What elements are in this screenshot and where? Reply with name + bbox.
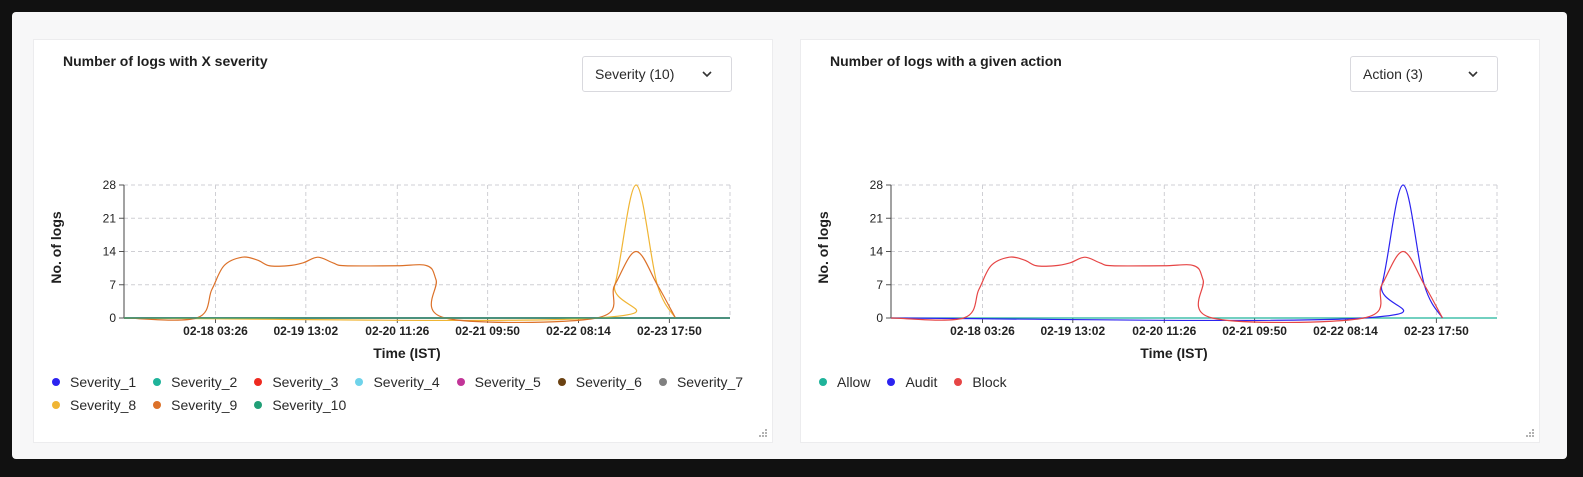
legend-marker-icon <box>819 378 827 386</box>
legend-label: Audit <box>905 374 938 390</box>
legend-item[interactable]: Severity_9 <box>153 397 237 413</box>
chart-legend: Severity_1 Severity_2 Severity_3 Severity_4… <box>52 374 762 413</box>
dropdown-label: Action (3) <box>1363 66 1423 82</box>
dashboard-frame: Number of logs with X severity Severity … <box>12 12 1567 459</box>
legend-marker-icon <box>153 378 162 386</box>
severity-chart-card: Number of logs with X severity Severity … <box>33 39 773 443</box>
x-tick-label: 02-23 17:50 <box>1404 324 1469 338</box>
legend-item[interactable]: Severity_10 <box>254 397 346 413</box>
legend-label: Severity_9 <box>171 397 238 413</box>
resize-handle-icon[interactable] <box>1525 428 1535 438</box>
card-title: Number of logs with a given action <box>830 53 1062 69</box>
series-line-severity-9[interactable] <box>123 250 676 324</box>
chevron-down-icon <box>1468 71 1478 78</box>
chevron-down-icon <box>702 71 712 78</box>
legend-item[interactable]: Severity_4 <box>355 374 440 390</box>
action-filter-dropdown[interactable]: Action (3) <box>1350 56 1498 92</box>
x-tick-label: 02-19 13:02 <box>1040 324 1105 338</box>
y-tick-label: 28 <box>870 178 884 192</box>
legend-marker-icon <box>52 378 60 386</box>
y-axis-label: No. of logs <box>48 211 64 284</box>
legend-label: Block <box>972 374 1007 390</box>
y-tick-label: 0 <box>876 311 883 325</box>
legend-label: Severity_2 <box>171 374 238 390</box>
legend-marker-icon <box>456 378 465 386</box>
y-tick-label: 28 <box>103 178 117 192</box>
x-tick-label: 02-21 09:50 <box>455 324 520 338</box>
legend-label: Severity_7 <box>676 374 744 390</box>
x-tick-label: 02-21 09:50 <box>1222 324 1287 338</box>
x-axis-label: Time (IST) <box>373 345 440 361</box>
legend-marker-icon <box>254 378 263 386</box>
legend-item[interactable]: Severity_6 <box>557 374 642 390</box>
legend-marker-icon <box>254 401 263 409</box>
legend-marker-icon <box>153 401 162 409</box>
legend-marker-icon <box>557 378 566 386</box>
legend-item[interactable]: Block <box>954 374 1007 390</box>
y-tick-label: 7 <box>109 278 116 292</box>
legend-label: Severity_8 <box>70 397 137 413</box>
legend-label: Severity_3 <box>272 374 339 390</box>
legend-marker-icon <box>954 378 963 386</box>
series-line-block[interactable] <box>890 250 1443 324</box>
x-tick-label: 02-22 08:14 <box>546 324 611 338</box>
legend-label: Allow <box>837 374 871 390</box>
legend-label: Severity_4 <box>373 374 440 390</box>
x-tick-label: 02-19 13:02 <box>273 324 338 338</box>
legend-marker-icon <box>658 378 667 386</box>
y-tick-label: 21 <box>870 211 884 225</box>
dropdown-label: Severity (10) <box>595 66 675 82</box>
series-line-audit[interactable] <box>890 184 1443 322</box>
resize-handle-icon[interactable] <box>758 428 768 438</box>
legend-label: Severity_5 <box>474 374 541 390</box>
legend-item[interactable]: Allow <box>819 374 870 390</box>
x-tick-label: 02-20 11:26 <box>1132 324 1196 338</box>
y-tick-label: 21 <box>103 211 117 225</box>
series-line-severity-8[interactable] <box>123 184 676 322</box>
x-tick-label: 02-18 03:26 <box>950 324 1015 338</box>
legend-label: Severity_1 <box>70 374 137 390</box>
legend-marker-icon <box>887 378 896 386</box>
x-axis-label: Time (IST) <box>1140 345 1207 361</box>
legend-item[interactable]: Severity_2 <box>153 374 237 390</box>
x-tick-label: 02-22 08:14 <box>1313 324 1378 338</box>
action-line-chart: 0 7 14 21 28 02-18 03:26 02-19 13:02 02-20 11:2… <box>815 178 1498 361</box>
legend-item[interactable]: Severity_7 <box>658 374 744 390</box>
x-tick-label: 02-20 11:26 <box>365 324 429 338</box>
legend-label: Severity_6 <box>575 374 642 390</box>
legend-item[interactable]: Severity_3 <box>254 374 338 390</box>
legend-marker-icon <box>355 378 364 386</box>
y-tick-label: 0 <box>109 311 116 325</box>
severity-line-chart: 0 7 14 21 28 02-18 03:26 02-19 13:02 02-20 11:2… <box>48 178 731 361</box>
x-tick-label: 02-23 17:50 <box>637 324 702 338</box>
legend-item[interactable]: Severity_5 <box>456 374 541 390</box>
severity-filter-dropdown[interactable]: Severity (10) <box>582 56 732 92</box>
legend-item[interactable]: Audit <box>887 374 937 390</box>
action-chart-card: Number of logs with a given action Actio… <box>800 39 1540 443</box>
legend-item[interactable]: Severity_8 <box>52 397 136 413</box>
card-title: Number of logs with X severity <box>63 53 268 69</box>
legend-label: Severity_10 <box>272 397 347 413</box>
chart-legend: Allow Audit Block <box>819 374 1529 390</box>
legend-marker-icon <box>52 401 60 409</box>
y-tick-label: 14 <box>870 245 884 259</box>
y-tick-label: 7 <box>876 278 883 292</box>
y-axis-label: No. of logs <box>815 211 831 284</box>
y-tick-label: 14 <box>103 245 117 259</box>
x-tick-label: 02-18 03:26 <box>183 324 248 338</box>
legend-item[interactable]: Severity_1 <box>52 374 136 390</box>
